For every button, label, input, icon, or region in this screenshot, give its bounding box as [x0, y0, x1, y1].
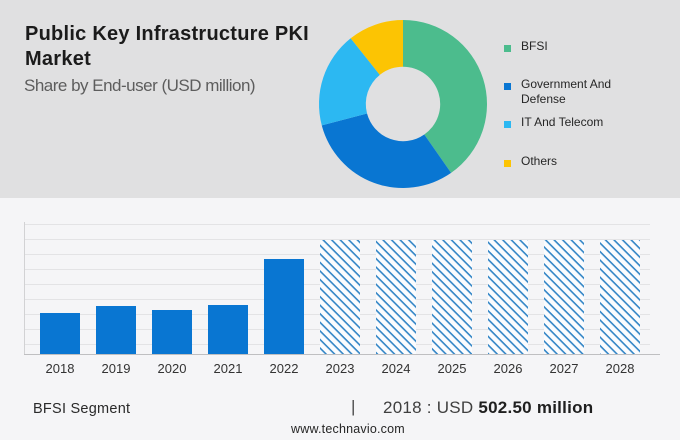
- value-prefix: 2018 : USD: [383, 398, 479, 417]
- bar-2024-forecast: [376, 240, 416, 354]
- website-url: www.technavio.com: [291, 422, 405, 436]
- x-axis-line: [24, 354, 660, 355]
- bar-2018: [40, 313, 80, 354]
- value-callout: 2018 : USD 502.50 million: [383, 398, 593, 418]
- legend-swatch-icon: [504, 45, 511, 52]
- x-axis-label-2025: 2025: [437, 361, 467, 376]
- page-title: Public Key Infrastructure PKI Market: [25, 22, 325, 72]
- segment-label: BFSI Segment: [33, 401, 131, 417]
- gridline: [24, 224, 650, 225]
- x-axis-label-2027: 2027: [549, 361, 579, 376]
- y-axis-line: [24, 222, 25, 354]
- x-axis-label-2019: 2019: [101, 361, 131, 376]
- x-axis-label-2022: 2022: [269, 361, 299, 376]
- value-bold: 502.50 million: [478, 398, 594, 417]
- x-axis-label-2018: 2018: [45, 361, 75, 376]
- footer-separator: |: [351, 397, 356, 416]
- legend-label: Others: [521, 154, 558, 168]
- legend-label: BFSI: [521, 39, 548, 53]
- x-axis-label-2021: 2021: [213, 361, 243, 376]
- bar-2019: [96, 306, 136, 354]
- x-axis-label-2020: 2020: [157, 361, 187, 376]
- bar-2022: [264, 259, 304, 354]
- bar-2021: [208, 305, 248, 354]
- legend-label: Government And Defense: [521, 77, 612, 106]
- x-axis-label-2026: 2026: [493, 361, 523, 376]
- x-axis-label-2024: 2024: [381, 361, 411, 376]
- bar-2026-forecast: [488, 240, 528, 354]
- donut-segment-others: [350, 20, 403, 75]
- legend-label: IT And Telecom: [521, 115, 604, 129]
- bar-chart-canvas: [24, 222, 660, 355]
- page-title-line1: Public Key Infrastructure PKI: [25, 23, 309, 45]
- donut-segment-bfsi: [403, 20, 488, 173]
- page-title-line2: Market: [25, 48, 91, 70]
- bar-2023-forecast: [320, 240, 360, 354]
- header-panel: Public Key Infrastructure PKI Market Sha…: [0, 0, 680, 198]
- bar-2027-forecast: [544, 240, 584, 354]
- donut-segment-it-and-telecom: [318, 38, 380, 126]
- bar-2025-forecast: [432, 240, 472, 354]
- x-axis-label-2028: 2028: [605, 361, 635, 376]
- legend-swatch-icon: [504, 121, 511, 128]
- bar-2028-forecast: [600, 240, 640, 354]
- gridline: [24, 239, 650, 240]
- donut-chart: [318, 20, 488, 189]
- legend-swatch-icon: [504, 160, 511, 167]
- bar-2020: [152, 310, 192, 354]
- x-axis-label-2023: 2023: [325, 361, 355, 376]
- donut-segment-government-and-defense: [321, 113, 452, 189]
- chart-subtitle: Share by End-user (USD million): [24, 76, 256, 95]
- legend-swatch-icon: [504, 83, 511, 90]
- bar-chart: 2018 2019 2020 2021 2022 2023 2024 2025 2026 2027…: [0, 198, 680, 440]
